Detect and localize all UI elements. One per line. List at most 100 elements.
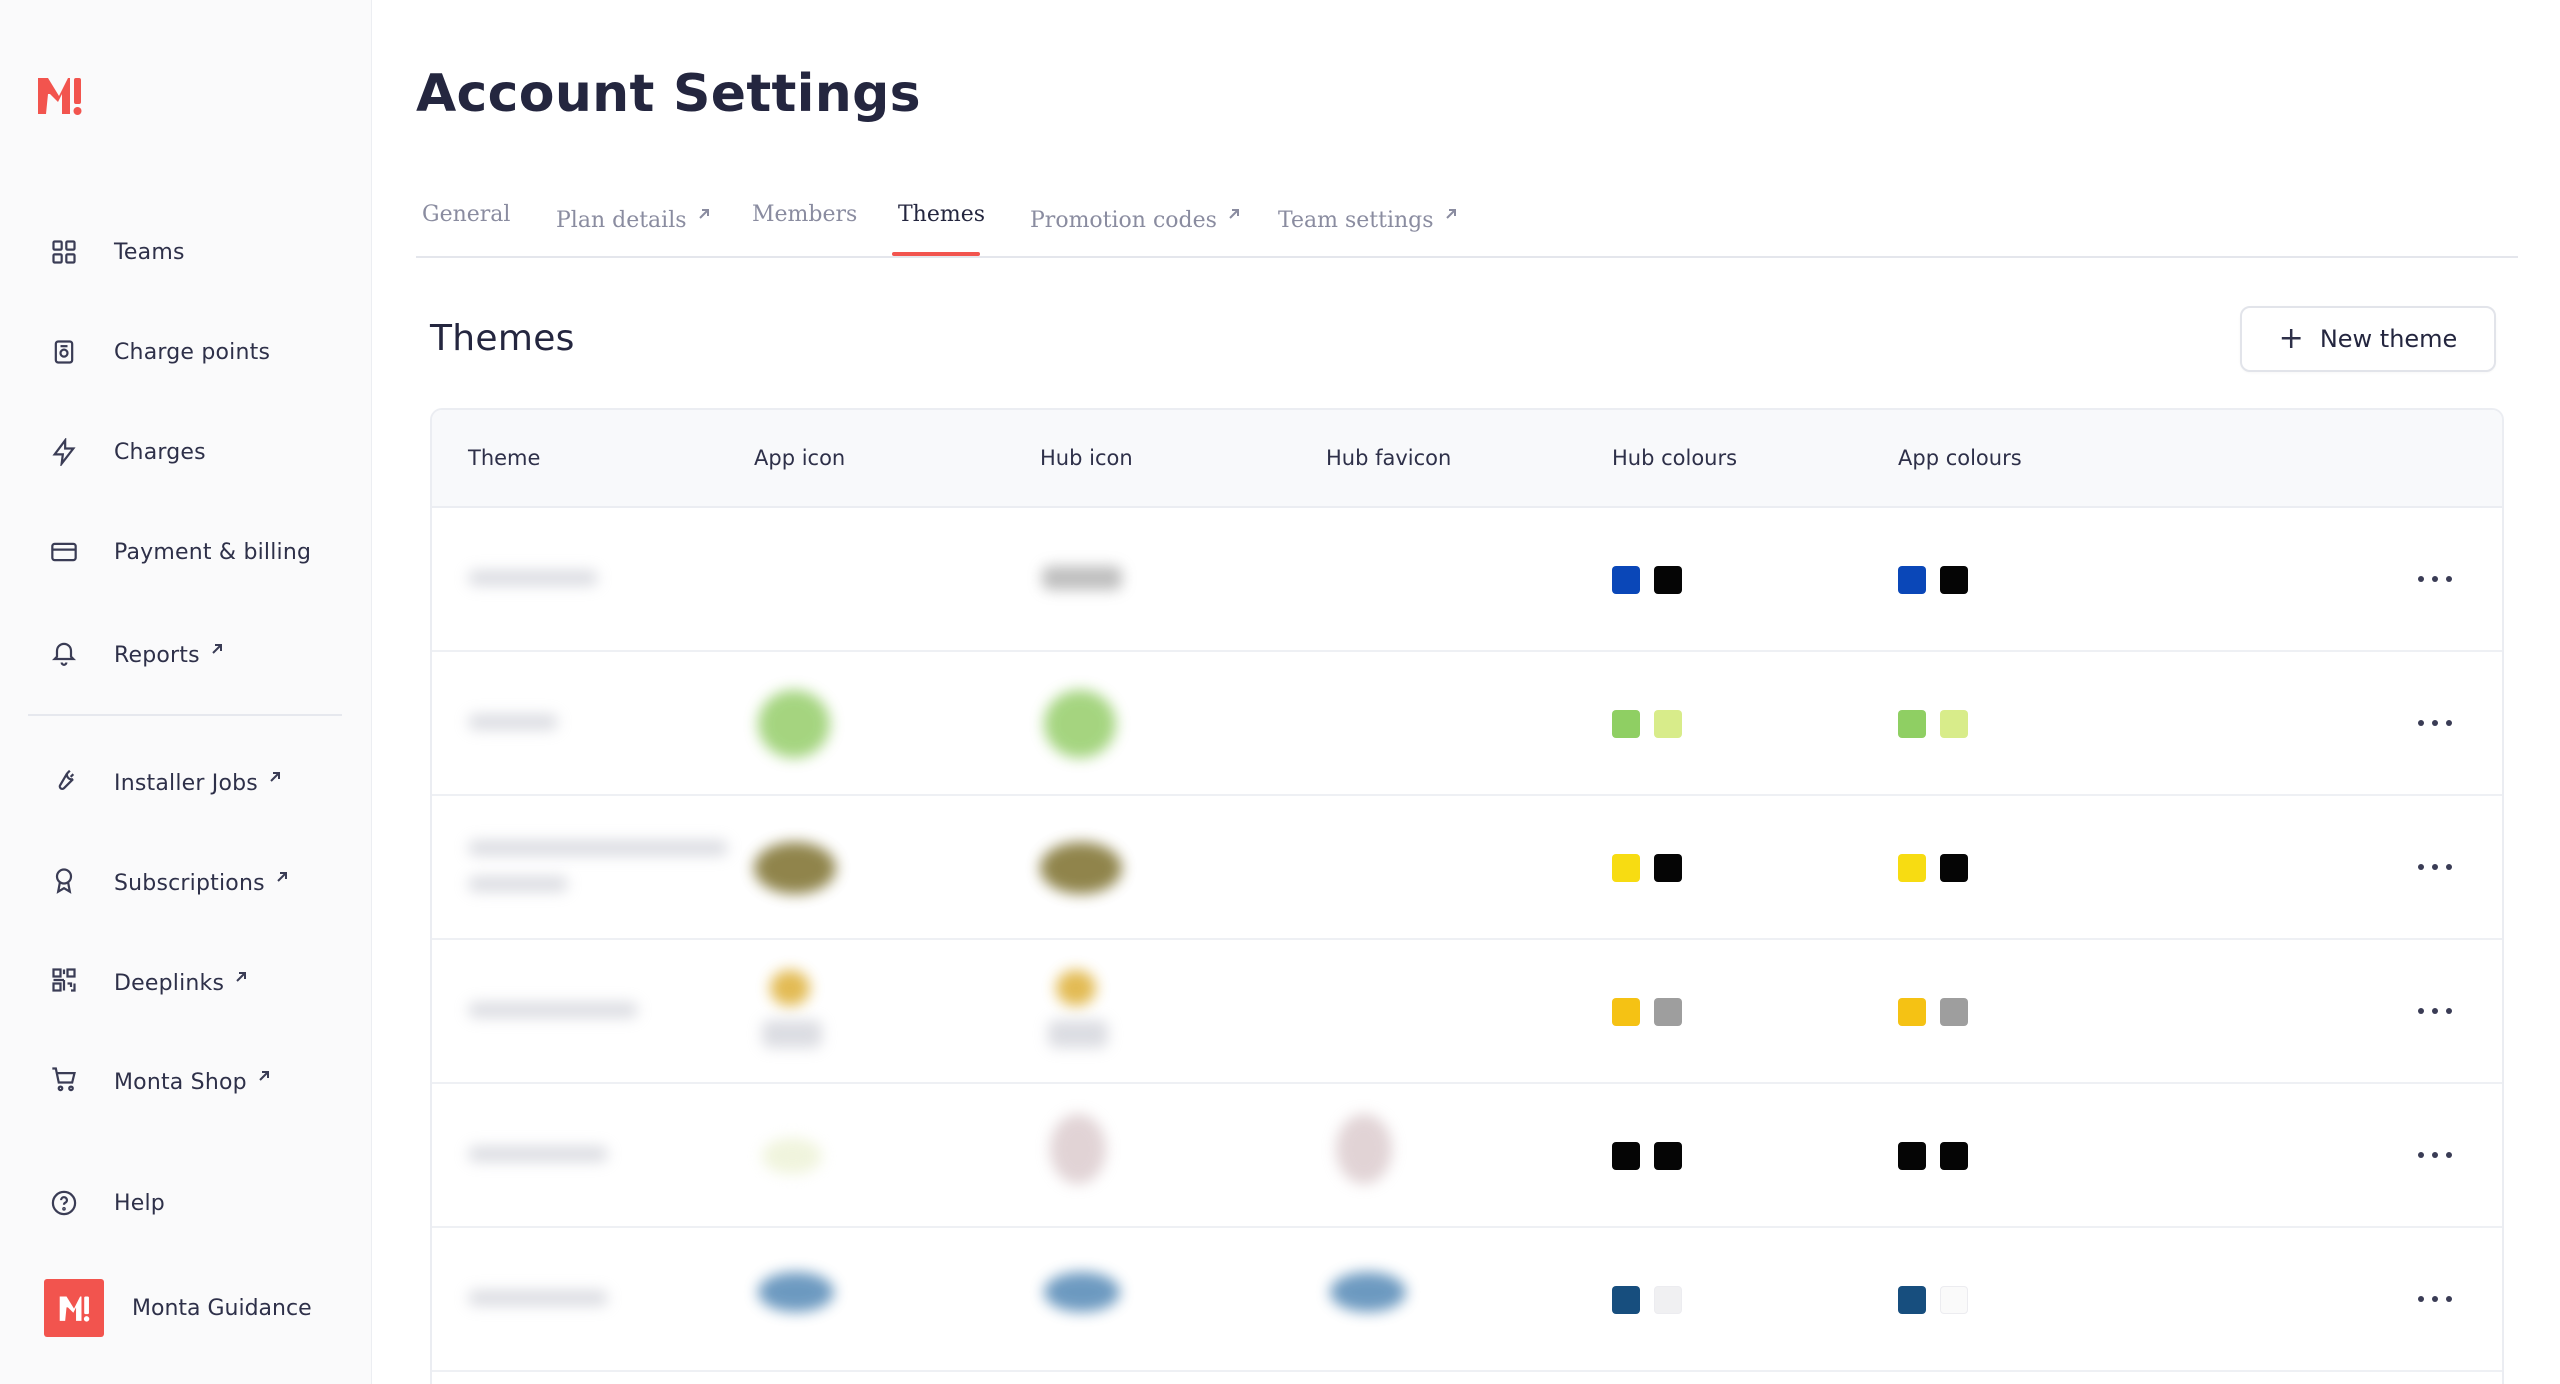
hub-favicon-redacted xyxy=(1330,1272,1406,1312)
sidebar-item-deeplinks[interactable]: Deeplinks xyxy=(28,950,344,1010)
column-header: Theme xyxy=(468,446,541,470)
hub-colour-swatch xyxy=(1654,854,1682,882)
sidebar-item-label: Monta Shop xyxy=(114,1064,271,1095)
app-colour-swatch xyxy=(1898,854,1926,882)
external-link-icon xyxy=(257,1064,271,1081)
table-row[interactable] xyxy=(432,1084,2502,1228)
themes-section-title: Themes xyxy=(430,318,575,359)
sidebar-item-charge-points[interactable]: Charge points xyxy=(28,322,344,382)
column-header: Hub colours xyxy=(1612,446,1738,470)
row-actions-button[interactable] xyxy=(2418,1284,2452,1314)
app-icon-redacted xyxy=(758,690,830,758)
row-actions-button[interactable] xyxy=(2418,1140,2452,1170)
help-circle-icon xyxy=(28,1189,80,1217)
hub-colour-swatch xyxy=(1654,1142,1682,1170)
tab-team-settings[interactable]: Team settings xyxy=(1278,202,1458,233)
sidebar-item-label: Teams xyxy=(114,239,185,265)
monta-guidance-label: Monta Guidance xyxy=(132,1295,312,1321)
table-header: Theme App icon Hub icon Hub favicon Hub … xyxy=(432,410,2502,508)
monta-logo[interactable] xyxy=(34,70,84,120)
row-actions-button[interactable] xyxy=(2418,708,2452,738)
table-row[interactable] xyxy=(432,796,2502,940)
hub-icon-redacted xyxy=(1042,566,1122,590)
sidebar-item-help[interactable]: Help xyxy=(28,1173,344,1233)
sidebar-item-subscriptions[interactable]: Subscriptions xyxy=(28,850,344,910)
sidebar-item-monta-shop[interactable]: Monta Shop xyxy=(28,1049,344,1109)
hub-colour-swatch xyxy=(1654,710,1682,738)
monta-guidance-link[interactable]: Monta Guidance xyxy=(44,1279,312,1337)
hub-icon-redacted xyxy=(1040,842,1122,894)
hub-colour-swatch xyxy=(1654,566,1682,594)
table-row[interactable] xyxy=(432,940,2502,1084)
external-link-icon xyxy=(268,765,282,782)
page-title: Account Settings xyxy=(416,64,921,124)
tab-promotion-codes[interactable]: Promotion codes xyxy=(1030,202,1241,233)
column-header: Hub icon xyxy=(1040,446,1133,470)
tab-themes[interactable]: Themes xyxy=(898,202,986,227)
hub-colour-swatch xyxy=(1612,1142,1640,1170)
theme-name-redacted xyxy=(468,1290,608,1306)
theme-name-redacted xyxy=(468,876,568,892)
award-icon xyxy=(28,866,80,894)
external-link-icon xyxy=(1227,202,1241,219)
app-colour-swatch xyxy=(1898,1286,1926,1314)
qr-icon xyxy=(28,966,80,994)
sidebar-item-label: Deeplinks xyxy=(114,965,248,996)
settings-tabs: General Plan details Members Themes Prom… xyxy=(416,190,2518,258)
column-header: App icon xyxy=(754,446,846,470)
app-colour-swatch xyxy=(1940,1286,1968,1314)
tab-plan-details[interactable]: Plan details xyxy=(556,202,711,233)
sidebar-item-label: Help xyxy=(114,1190,165,1216)
grid-icon xyxy=(28,238,80,266)
hub-colour-swatch xyxy=(1654,998,1682,1026)
app-colour-swatch xyxy=(1940,710,1968,738)
external-link-icon xyxy=(275,865,289,882)
monta-guidance-avatar xyxy=(44,1279,104,1337)
sidebar-item-label: Subscriptions xyxy=(114,865,289,896)
row-actions-button[interactable] xyxy=(2418,852,2452,882)
hub-colour-swatch xyxy=(1654,1286,1682,1314)
theme-name-redacted xyxy=(468,570,598,586)
app-colour-swatch xyxy=(1898,710,1926,738)
sidebar-item-payment-billing[interactable]: Payment & billing xyxy=(28,522,344,582)
external-link-icon xyxy=(697,202,711,219)
sidebar-item-label: Installer Jobs xyxy=(114,765,282,796)
app-colour-swatch xyxy=(1898,1142,1926,1170)
external-link-icon xyxy=(210,637,224,654)
app-icon-redacted xyxy=(758,1272,834,1312)
card-icon xyxy=(28,538,80,566)
tab-general[interactable]: General xyxy=(422,202,511,227)
app-colour-swatch xyxy=(1898,566,1926,594)
sidebar-item-reports[interactable]: Reports xyxy=(28,622,344,682)
sidebar-item-teams[interactable]: Teams xyxy=(28,222,344,282)
cart-icon xyxy=(28,1065,80,1093)
sidebar-item-charges[interactable]: Charges xyxy=(28,422,344,482)
sidebar-item-installer-jobs[interactable]: Installer Jobs xyxy=(28,750,344,810)
plus-icon: + xyxy=(2278,321,2304,356)
table-row[interactable] xyxy=(432,508,2502,652)
theme-name-redacted xyxy=(468,1146,608,1162)
hub-icon-redacted xyxy=(1056,970,1096,1006)
row-actions-button[interactable] xyxy=(2418,996,2452,1026)
hub-icon-redacted xyxy=(1044,690,1116,758)
app-icon-redacted xyxy=(762,1020,822,1048)
hub-colour-swatch xyxy=(1612,710,1640,738)
sidebar-item-label: Reports xyxy=(114,637,224,668)
column-header: Hub favicon xyxy=(1326,446,1452,470)
hub-icon-redacted xyxy=(1044,1272,1120,1312)
external-link-icon xyxy=(1444,202,1458,219)
theme-name-redacted xyxy=(468,840,728,856)
hub-colour-swatch xyxy=(1612,854,1640,882)
table-row[interactable] xyxy=(432,652,2502,796)
app-colour-swatch xyxy=(1940,854,1968,882)
sidebar-item-label: Payment & billing xyxy=(114,539,312,565)
new-theme-button[interactable]: + New theme xyxy=(2240,306,2496,372)
app-colour-swatch xyxy=(1940,1142,1968,1170)
hub-favicon-redacted xyxy=(1336,1114,1392,1184)
theme-name-redacted xyxy=(468,1002,638,1018)
row-actions-button[interactable] xyxy=(2418,564,2452,594)
tab-members[interactable]: Members xyxy=(752,202,858,227)
themes-table: Theme App icon Hub icon Hub favicon Hub … xyxy=(430,408,2504,1384)
table-row[interactable] xyxy=(432,1228,2502,1372)
app-icon-redacted xyxy=(754,842,836,894)
